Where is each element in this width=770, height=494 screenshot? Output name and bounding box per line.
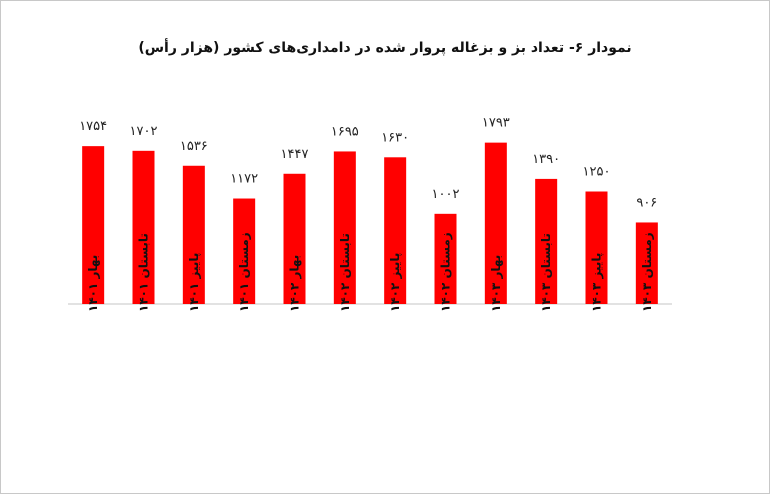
data-label-2: ۱۵۳۶ — [180, 139, 208, 154]
bar-0 — [82, 146, 105, 304]
x-tick-label-4: بهار ۱۴۰۲ — [288, 255, 302, 312]
data-label-9: ۱۳۹۰ — [532, 152, 560, 167]
x-tick-label-0: بهار ۱۴۰۱ — [86, 255, 100, 312]
bar-8 — [484, 142, 507, 304]
bar-3 — [233, 198, 256, 304]
x-tick-label-1: تابستان ۱۴۰۱ — [137, 233, 151, 312]
x-tick-label-6: پاییز ۱۴۰۲ — [388, 253, 402, 312]
bar-1 — [132, 150, 155, 304]
bar-6 — [384, 157, 407, 304]
data-label-11: ۹۰۶ — [636, 195, 657, 210]
bar-4 — [283, 173, 306, 304]
x-tick-label-5: تابستان ۱۴۰۲ — [338, 233, 352, 312]
data-label-6: ۱۶۳۰ — [381, 130, 409, 145]
bar-2 — [182, 165, 205, 304]
data-label-0: ۱۷۵۴ — [79, 119, 107, 134]
x-tick-label-11: زمستان ۱۴۰۳ — [640, 232, 654, 312]
bar-5 — [333, 151, 356, 304]
bar-11 — [635, 222, 658, 304]
x-tick-label-2: پاییز ۱۴۰۱ — [187, 253, 201, 312]
bar-10 — [585, 191, 608, 304]
x-tick-label-3: زمستان ۱۴۰۱ — [237, 232, 251, 312]
x-tick-label-9: تابستان ۱۴۰۳ — [539, 233, 553, 312]
data-label-10: ۱۲۵۰ — [583, 165, 611, 180]
data-label-1: ۱۷۰۲ — [130, 124, 158, 139]
x-tick-label-7: زمستان ۱۴۰۲ — [439, 232, 453, 312]
data-label-4: ۱۴۴۷ — [281, 147, 309, 162]
data-label-3: ۱۱۷۲ — [230, 172, 258, 187]
x-tick-label-8: بهار ۱۴۰۳ — [489, 255, 503, 312]
data-label-5: ۱۶۹۵ — [331, 124, 359, 139]
bar-7 — [434, 213, 457, 304]
chart-title: نمودار ۶- تعداد بز و بزغاله پروار شده در… — [138, 40, 632, 56]
data-label-7: ۱۰۰۲ — [432, 187, 460, 202]
data-label-8: ۱۷۹۳ — [482, 116, 510, 131]
x-tick-label-10: پاییز ۱۴۰۳ — [590, 253, 604, 312]
bar-9 — [535, 178, 558, 304]
